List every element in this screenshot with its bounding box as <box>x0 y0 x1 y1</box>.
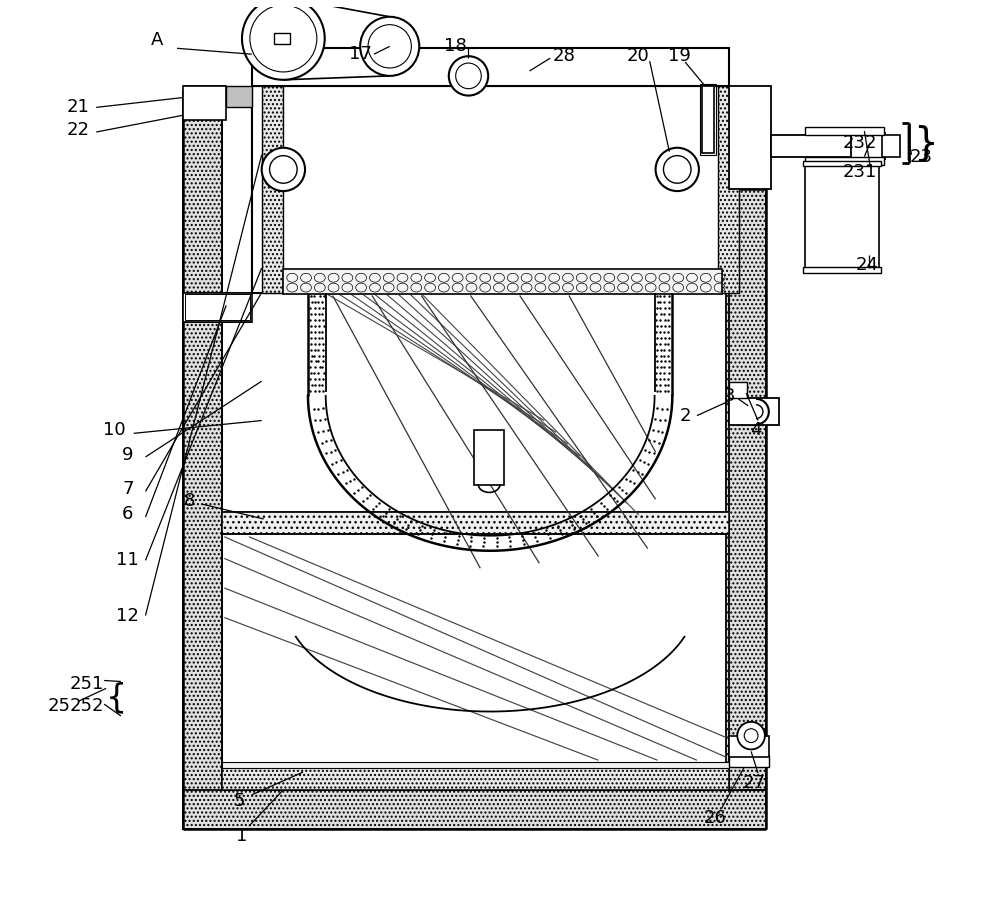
Text: 19: 19 <box>668 47 691 66</box>
Text: 10: 10 <box>103 421 125 440</box>
Text: 12: 12 <box>116 606 139 624</box>
Text: 22: 22 <box>67 121 90 139</box>
Text: 251: 251 <box>69 675 104 693</box>
Text: 2: 2 <box>679 407 691 425</box>
Bar <box>851 133 885 158</box>
Text: 23: 23 <box>910 147 933 166</box>
Bar <box>882 135 900 157</box>
Circle shape <box>744 729 758 743</box>
Bar <box>222 763 729 768</box>
Text: 5: 5 <box>233 792 245 810</box>
Bar <box>262 86 283 292</box>
Bar <box>729 735 769 757</box>
Bar <box>252 48 729 86</box>
Text: 25: 25 <box>47 697 70 715</box>
Text: 252: 252 <box>69 697 104 715</box>
Text: 11: 11 <box>116 551 139 570</box>
Text: 4: 4 <box>750 421 762 440</box>
Circle shape <box>663 156 691 183</box>
Circle shape <box>449 56 488 96</box>
Text: 231: 231 <box>842 164 877 181</box>
Bar <box>183 790 766 829</box>
Text: }: } <box>914 124 938 162</box>
Bar <box>222 768 729 790</box>
Text: 18: 18 <box>444 37 467 56</box>
Text: 20: 20 <box>626 47 649 66</box>
Bar <box>771 135 859 157</box>
Bar <box>226 86 252 107</box>
Bar <box>718 86 739 292</box>
Bar <box>805 165 879 273</box>
Bar <box>702 86 714 153</box>
Circle shape <box>737 722 765 750</box>
Bar <box>183 91 222 829</box>
Bar <box>183 292 252 322</box>
Bar <box>729 398 779 426</box>
Circle shape <box>262 147 305 191</box>
Bar <box>726 189 766 829</box>
Bar <box>252 86 729 292</box>
Circle shape <box>368 25 411 68</box>
Bar <box>183 86 226 120</box>
Circle shape <box>360 16 419 76</box>
Bar <box>803 267 881 273</box>
Text: 17: 17 <box>349 46 372 63</box>
Text: 26: 26 <box>703 809 726 827</box>
Bar <box>222 512 729 534</box>
Circle shape <box>270 156 297 183</box>
Text: A: A <box>151 32 163 49</box>
Text: 6: 6 <box>122 505 133 523</box>
Bar <box>185 295 250 320</box>
Text: 27: 27 <box>743 774 766 792</box>
Circle shape <box>656 147 699 191</box>
Bar <box>274 33 290 45</box>
Text: {: { <box>106 682 127 714</box>
Text: 8: 8 <box>184 492 195 511</box>
Circle shape <box>456 63 481 88</box>
Text: 3: 3 <box>724 387 735 405</box>
Bar <box>283 268 722 295</box>
Bar <box>729 755 769 767</box>
Bar <box>805 127 884 135</box>
Bar <box>803 160 881 167</box>
Bar <box>474 430 504 484</box>
Bar <box>729 86 771 189</box>
Text: 9: 9 <box>122 446 134 464</box>
Text: 24: 24 <box>856 256 879 274</box>
Text: 232: 232 <box>842 134 877 152</box>
Circle shape <box>242 0 325 80</box>
Text: 1: 1 <box>236 827 248 845</box>
Bar <box>729 382 747 398</box>
Bar <box>805 157 884 165</box>
Text: 7: 7 <box>122 480 134 499</box>
Bar <box>700 84 716 155</box>
Text: 21: 21 <box>67 98 90 116</box>
Text: 28: 28 <box>553 47 575 66</box>
Circle shape <box>250 5 317 72</box>
